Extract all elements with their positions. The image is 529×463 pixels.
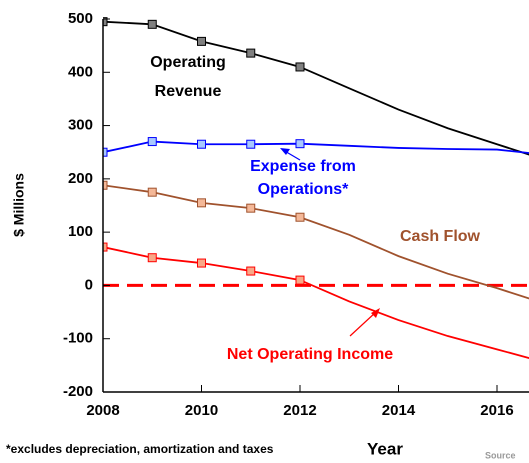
series-label: Revenue bbox=[155, 83, 222, 100]
marker bbox=[295, 62, 305, 72]
series-label: Operating bbox=[150, 54, 226, 71]
plot-area bbox=[103, 17, 529, 359]
x-tick-label: 2016 bbox=[480, 402, 513, 419]
marker bbox=[147, 187, 157, 197]
marker bbox=[196, 258, 206, 268]
arrow bbox=[349, 311, 377, 337]
series-line bbox=[103, 20, 529, 156]
marker bbox=[196, 36, 206, 46]
series-label: Net Operating Income bbox=[227, 346, 393, 363]
marker bbox=[103, 180, 108, 190]
y-axis-label: $ Millions bbox=[11, 173, 27, 237]
series-label: Cash Flow bbox=[400, 228, 481, 245]
marker bbox=[246, 139, 256, 149]
x-tick-label: 2012 bbox=[283, 402, 316, 419]
y-tick-label: 500 bbox=[68, 10, 93, 27]
source: Source bbox=[485, 450, 516, 460]
marker bbox=[103, 242, 108, 252]
arrowhead bbox=[280, 148, 290, 155]
marker bbox=[295, 212, 305, 222]
y-tick-label: 0 bbox=[85, 276, 93, 293]
y-tick-label: 200 bbox=[68, 170, 93, 187]
marker bbox=[147, 19, 157, 29]
marker bbox=[246, 266, 256, 276]
marker bbox=[246, 203, 256, 213]
marker bbox=[196, 139, 206, 149]
series-line bbox=[103, 184, 529, 300]
series-line bbox=[103, 246, 529, 359]
marker bbox=[103, 147, 108, 157]
x-tick-label: 2014 bbox=[382, 402, 416, 419]
marker bbox=[246, 48, 256, 58]
marker bbox=[103, 17, 108, 27]
series-line bbox=[103, 140, 529, 154]
series-label: Operations* bbox=[258, 181, 349, 198]
marker bbox=[196, 198, 206, 208]
y-tick-label: -100 bbox=[63, 330, 93, 347]
x-tick-label: 2008 bbox=[86, 402, 119, 419]
y-tick-label: 300 bbox=[68, 117, 93, 134]
y-tick-label: 100 bbox=[68, 223, 93, 240]
x-tick-label: 2010 bbox=[185, 402, 218, 419]
footnote: *excludes depreciation, amortization and… bbox=[6, 442, 274, 456]
x-axis-label: Year bbox=[367, 439, 403, 458]
marker bbox=[295, 139, 305, 149]
marker bbox=[147, 253, 157, 263]
y-tick-label: -200 bbox=[63, 383, 93, 400]
marker bbox=[147, 137, 157, 147]
arrowhead bbox=[371, 308, 380, 318]
series-label: Expense from bbox=[250, 158, 356, 175]
marker bbox=[295, 275, 305, 285]
y-tick-label: 400 bbox=[68, 63, 93, 80]
